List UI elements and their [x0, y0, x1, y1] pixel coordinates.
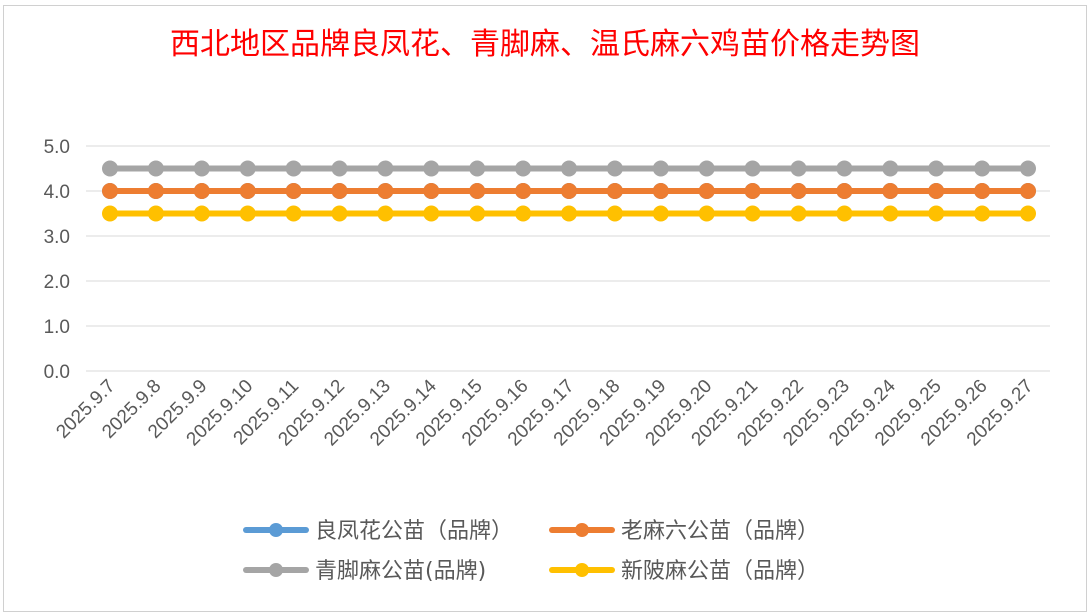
data-point	[836, 205, 853, 222]
data-point	[102, 160, 118, 177]
data-point	[561, 205, 577, 222]
y-tick-label: 5.0	[44, 137, 70, 158]
data-point	[239, 205, 256, 222]
data-point	[469, 205, 486, 222]
data-point	[147, 205, 164, 222]
data-point	[652, 160, 669, 177]
data-point	[836, 160, 853, 177]
data-point	[377, 205, 394, 222]
data-point	[423, 160, 440, 177]
legend-marker-icon	[269, 563, 283, 577]
data-point	[882, 205, 899, 222]
data-point	[790, 160, 807, 177]
data-point	[974, 160, 991, 177]
legend-marker-icon	[575, 563, 589, 577]
data-point	[239, 183, 256, 199]
data-point	[423, 205, 440, 222]
data-point	[928, 205, 945, 222]
data-point	[698, 205, 715, 222]
y-tick-label: 1.0	[44, 317, 70, 338]
data-point	[790, 205, 807, 222]
data-point	[285, 205, 302, 222]
data-point	[974, 183, 991, 199]
data-point	[561, 160, 577, 177]
data-point	[606, 160, 623, 177]
data-point	[285, 160, 302, 177]
data-point	[285, 183, 302, 199]
data-point	[147, 160, 164, 177]
legend-label: 青脚麻公苗(品牌)	[315, 559, 486, 584]
chart-border	[3, 5, 1087, 612]
legend-label: 老麻六公苗（品牌）	[621, 519, 819, 544]
y-tick-label: 0.0	[44, 362, 70, 383]
data-point	[193, 160, 210, 177]
data-point	[331, 183, 348, 199]
data-point	[652, 205, 669, 222]
data-point	[1020, 160, 1036, 177]
data-point	[193, 183, 210, 199]
data-point	[928, 160, 945, 177]
data-point	[790, 183, 807, 199]
data-point	[652, 183, 669, 199]
data-point	[331, 205, 348, 222]
data-point	[377, 160, 394, 177]
data-point	[561, 183, 577, 199]
data-point	[1020, 183, 1036, 199]
legend-label: 新陂麻公苗（品牌）	[621, 559, 819, 584]
data-point	[882, 160, 899, 177]
data-point	[744, 183, 761, 199]
data-point	[239, 160, 256, 177]
data-point	[423, 183, 440, 199]
data-point	[698, 160, 715, 177]
data-point	[193, 205, 210, 222]
data-point	[102, 205, 118, 222]
data-point	[836, 183, 853, 199]
data-point	[606, 205, 623, 222]
data-point	[744, 160, 761, 177]
data-point	[331, 160, 348, 177]
data-point	[698, 183, 715, 199]
data-point	[606, 183, 623, 199]
data-point	[377, 183, 394, 199]
y-tick-label: 2.0	[44, 272, 70, 293]
y-tick-label: 4.0	[44, 182, 70, 203]
data-point	[1020, 205, 1036, 222]
data-point	[515, 160, 532, 177]
legend-marker-icon	[575, 523, 589, 537]
data-point	[882, 183, 899, 199]
chart-title: 西北地区品牌良凤花、青脚麻、温氏麻六鸡苗价格走势图	[170, 27, 920, 62]
data-point	[147, 183, 164, 199]
data-point	[515, 205, 532, 222]
data-point	[102, 183, 118, 199]
data-point	[515, 183, 532, 199]
data-point	[928, 183, 945, 199]
data-point	[469, 183, 486, 199]
data-point	[469, 160, 486, 177]
data-point	[974, 205, 991, 222]
legend-label: 良凤花公苗（品牌）	[315, 519, 513, 544]
data-point	[744, 205, 761, 222]
legend-marker-icon	[269, 523, 283, 537]
y-tick-label: 3.0	[44, 227, 70, 248]
